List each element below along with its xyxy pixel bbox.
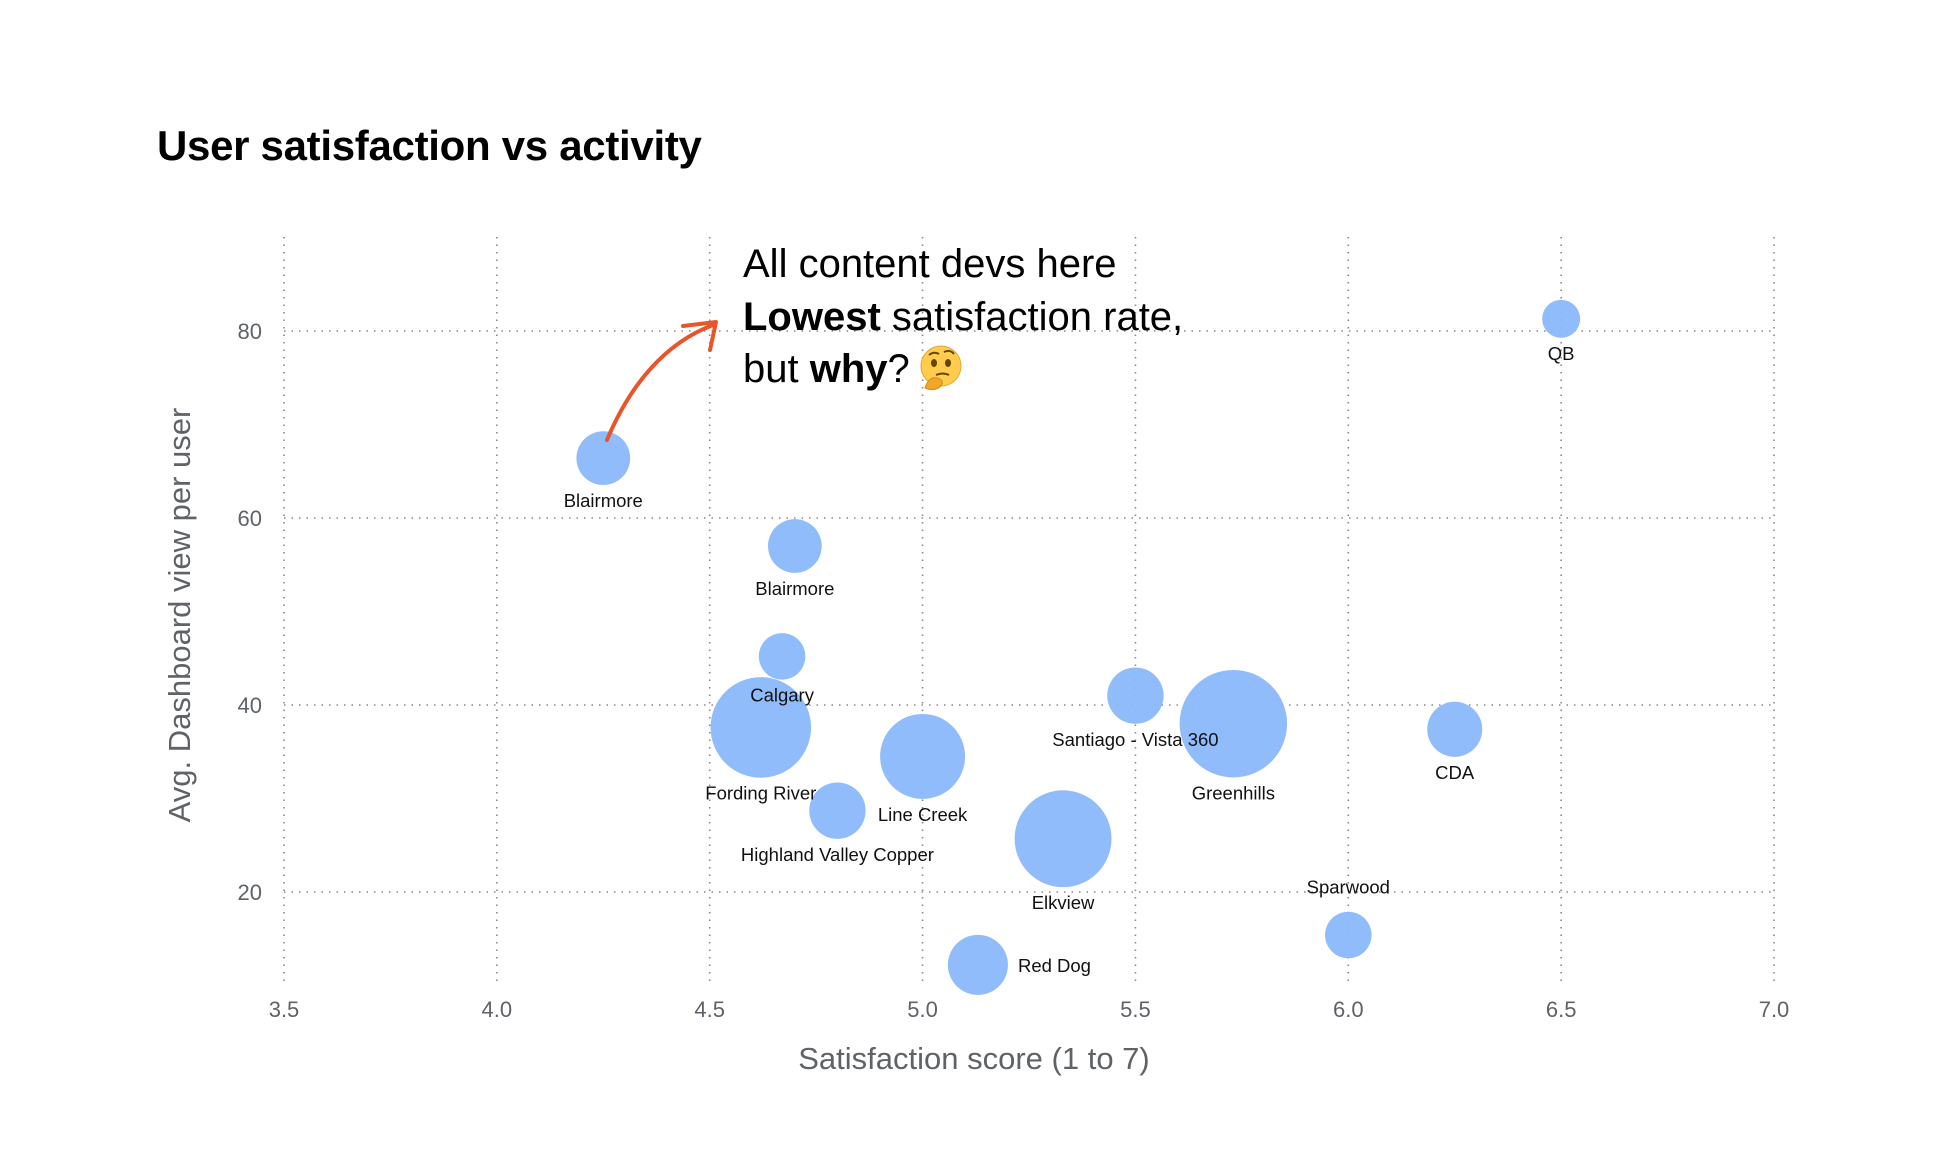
x-tick-label: 7.0: [1759, 997, 1790, 1022]
point-label: Santiago - Vista 360: [1052, 729, 1218, 750]
annotation-line-3-post: ?: [888, 347, 910, 391]
scatter-point: [1542, 299, 1581, 338]
point-label: Fording River: [705, 783, 816, 804]
scatter-point: [1014, 790, 1112, 888]
annotation-line-3: but why?: [743, 347, 910, 391]
scatter-point: [767, 519, 822, 573]
annotation-bold-lowest: Lowest: [743, 295, 881, 339]
x-axis-title: Satisfaction score (1 to 7): [798, 1041, 1150, 1076]
scatter-point: [809, 782, 866, 839]
x-tick-label: 4.0: [482, 997, 513, 1022]
point-label: Red Dog: [1018, 955, 1091, 976]
scatter-point: [947, 934, 1008, 995]
x-axis-ticks: 3.5 4.0 4.5 5.0 5.5 6.0 6.5 7.0: [269, 997, 1790, 1022]
x-tick-label: 6.0: [1333, 997, 1364, 1022]
data-points: [576, 299, 1581, 995]
point-label: Sparwood: [1307, 877, 1390, 898]
chart-title: User satisfaction vs activity: [157, 122, 702, 169]
x-tick-label: 5.0: [907, 997, 938, 1022]
thinking-face-icon: [920, 345, 962, 391]
scatter-point: [1107, 667, 1164, 724]
point-label: Line Creek: [878, 804, 968, 825]
scatter-point: [576, 431, 631, 486]
x-tick-label: 3.5: [269, 997, 300, 1022]
point-label: Elkview: [1032, 892, 1095, 913]
scatter-point: [1427, 701, 1483, 757]
scatter-point: [1325, 911, 1372, 959]
y-tick-label: 60: [238, 506, 262, 531]
point-label: CDA: [1435, 762, 1475, 783]
point-label: Blairmore: [564, 490, 643, 511]
annotation-line-1: All content devs here: [743, 242, 1117, 286]
scatter-point: [758, 633, 806, 680]
scatter-point: [880, 713, 966, 799]
y-axis-title: Avg. Dashboard view per user: [162, 408, 197, 823]
point-label: QB: [1548, 343, 1575, 364]
y-axis-ticks: 20 40 60 80: [238, 319, 262, 905]
scatter-point: [1179, 669, 1288, 778]
annotation-line-2: Lowest satisfaction rate,: [743, 295, 1183, 339]
scatter-point: [710, 677, 812, 778]
y-tick-label: 20: [238, 880, 262, 905]
annotation-arrow: [605, 323, 715, 442]
x-tick-label: 6.5: [1546, 997, 1577, 1022]
x-tick-label: 4.5: [694, 997, 725, 1022]
annotation-bold-why: why: [809, 347, 889, 391]
y-tick-label: 40: [238, 693, 262, 718]
annotation-line-3-pre: but: [743, 347, 810, 391]
point-label: Greenhills: [1192, 782, 1275, 803]
point-label: Calgary: [750, 685, 814, 706]
point-labels: QB Blairmore Blairmore Calgary Fording River…: [564, 343, 1575, 976]
grid-lines: [283, 237, 1775, 985]
y-tick-label: 80: [238, 319, 262, 344]
x-tick-label: 5.5: [1120, 997, 1151, 1022]
annotation-arrowhead: [681, 320, 718, 352]
point-label: Highland Valley Copper: [741, 844, 934, 865]
annotation-line-2-rest: satisfaction rate,: [881, 295, 1183, 339]
point-label: Blairmore: [755, 578, 834, 599]
